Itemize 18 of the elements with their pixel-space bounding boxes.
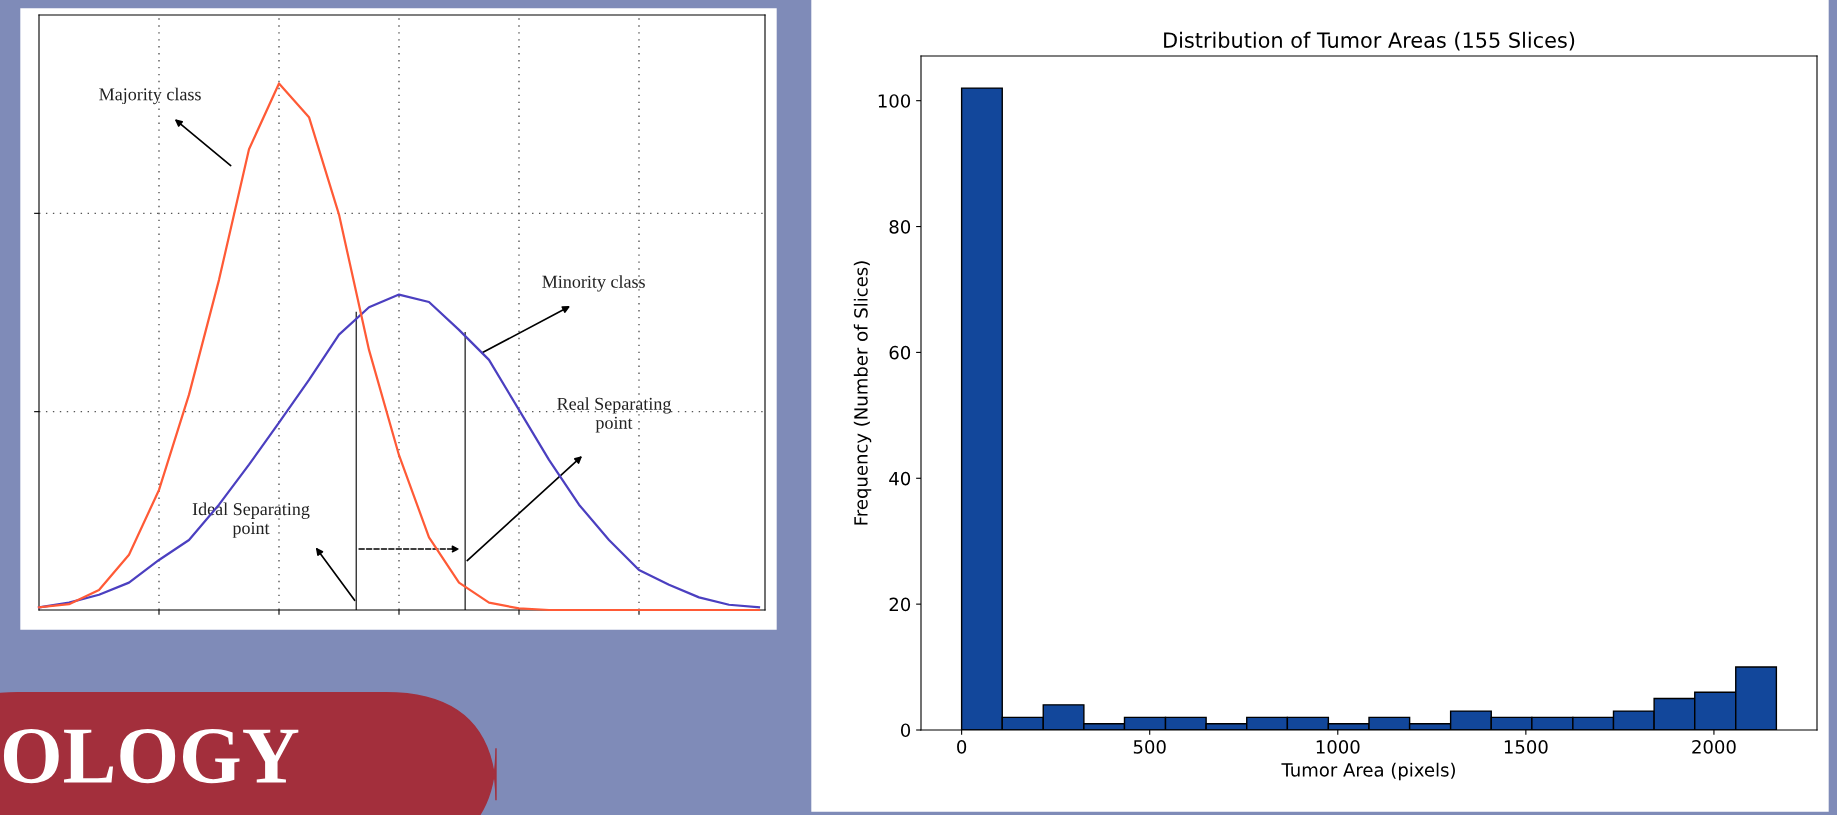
annotation: Majority class (99, 87, 201, 105)
y-tick-label: 0 (900, 723, 911, 738)
x-tick-label: 1000 (1316, 740, 1360, 754)
y-tick-label: 60 (889, 345, 911, 360)
x-tick-label: 0 (957, 740, 967, 754)
y-tick-label: 20 (889, 597, 911, 612)
x-tick-label: 500 (1133, 740, 1166, 754)
x-tick-label: 1500 (1504, 740, 1548, 754)
annotation: Real Separating point (557, 397, 672, 433)
y-axis-title: Frequency (Number of Slices) (853, 261, 872, 525)
y-tick-label: 100 (878, 94, 911, 108)
x-tick-label: 2000 (1692, 740, 1736, 754)
text: OLOGY (3, 729, 299, 784)
y-tick-label: 80 (889, 220, 911, 234)
y-tick-label: 40 (889, 471, 911, 486)
chart-title: Distribution of Tumor Areas (155 Slices) (1164, 31, 1575, 51)
x-axis-title: Tumor Area (pixels) (1281, 762, 1455, 781)
annotation: Minority class (542, 275, 645, 292)
